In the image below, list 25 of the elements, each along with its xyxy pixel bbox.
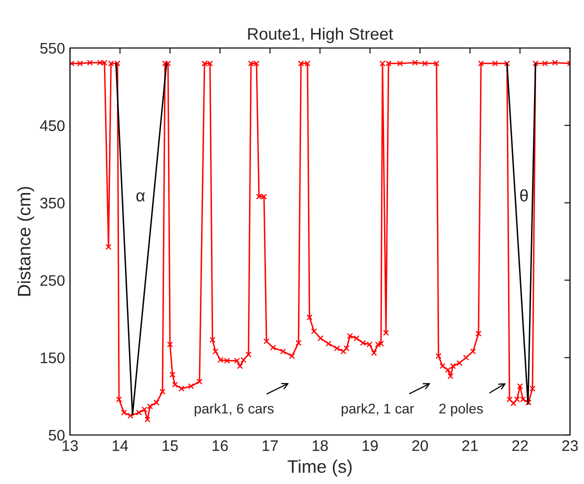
y-tick-label: 150 [40,352,65,364]
y-tick-label: 450 [40,120,65,132]
annotation: park1, 6 cars [194,403,274,416]
y-tick-label: 550 [40,42,65,54]
y-axis-title: Distance (cm) [17,186,34,296]
y-tick-label: 50 [48,430,65,441]
x-tick-label: 21 [462,440,478,451]
x-tick-label: 23 [562,440,578,452]
x-tick-label: 22 [512,440,528,451]
x-tick-label: 19 [362,440,378,452]
x-tick-label: 13 [62,440,78,452]
x-tick-label: 17 [262,440,278,451]
x-tick-label: 16 [212,440,228,452]
annotation: 2 poles [439,403,483,416]
x-tick-label: 14 [112,440,128,451]
annotation: α [136,192,145,202]
x-tick-label: 15 [162,440,178,452]
y-tick-label: 350 [40,198,65,208]
x-tick-label: 18 [312,440,328,452]
chart-title: Route1, High Street [248,28,394,44]
x-tick-label: 20 [412,440,428,452]
y-tick-label: 250 [40,275,65,286]
annotation: park2, 1 car [342,403,414,416]
x-axis-title: Time (s) [288,460,352,476]
annotation: θ [520,189,528,202]
